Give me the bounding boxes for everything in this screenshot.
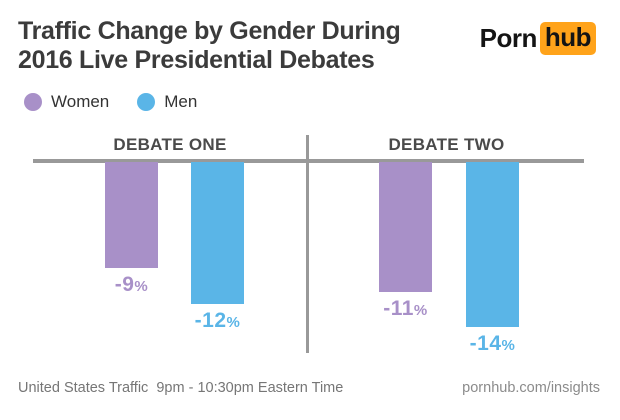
logo-text-porn: Porn bbox=[479, 23, 538, 53]
category-label-debate-one: DEBATE ONE bbox=[113, 135, 227, 154]
bar-value-debate-two-women: -11% bbox=[383, 297, 428, 320]
chart-legend: Women Men bbox=[24, 92, 197, 112]
legend-dot-women bbox=[24, 93, 42, 111]
chart-title: Traffic Change by Gender During 2016 Liv… bbox=[18, 17, 401, 75]
bar-rect-debate-one-women bbox=[105, 162, 158, 268]
footer-source-note: United States Traffic 9pm - 10:30pm East… bbox=[18, 380, 344, 396]
bar-debate-one-women: -9% bbox=[105, 162, 158, 297]
bar-value-debate-two-men: -14% bbox=[469, 332, 516, 355]
bar-debate-one-men: -12% bbox=[191, 162, 244, 333]
pornhub-logo: Porn hub bbox=[480, 22, 596, 55]
legend-label-men: Men bbox=[164, 92, 198, 111]
bar-rect-debate-two-women bbox=[379, 162, 432, 292]
chart-title-line1: Traffic Change by Gender During bbox=[18, 17, 401, 45]
bar-value-debate-one-men: -12% bbox=[194, 309, 241, 332]
bar-debate-two-men: -14% bbox=[466, 162, 519, 356]
category-divider-line bbox=[306, 135, 309, 353]
category-label-debate-two: DEBATE TWO bbox=[388, 135, 505, 154]
bar-debate-two-women: -11% bbox=[379, 162, 432, 321]
bar-rect-debate-two-men bbox=[466, 162, 519, 327]
legend-item-women: Women bbox=[24, 92, 109, 112]
footer-site-credit: pornhub.com/insights bbox=[462, 380, 600, 396]
bar-value-debate-one-women: -9% bbox=[114, 273, 149, 296]
legend-item-men: Men bbox=[137, 92, 197, 112]
legend-dot-men bbox=[137, 93, 156, 111]
legend-label-women: Women bbox=[51, 92, 110, 111]
chart-title-line2: 2016 Live Presidential Debates bbox=[18, 46, 375, 74]
logo-text-hub: hub bbox=[539, 22, 596, 55]
bar-rect-debate-one-men bbox=[191, 162, 244, 304]
